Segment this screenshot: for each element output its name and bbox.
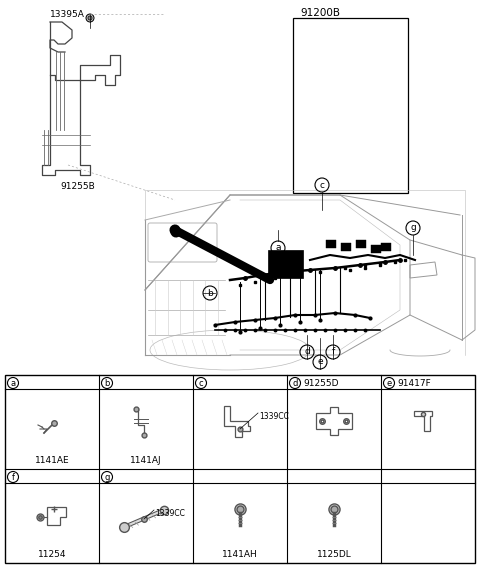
Text: 1339CC: 1339CC [259,412,289,421]
Bar [326,240,336,248]
Text: c: c [320,181,324,189]
Text: 1125DL: 1125DL [317,550,351,559]
Text: g: g [410,223,416,233]
Text: d: d [292,378,298,388]
Text: e: e [317,357,323,367]
Text: f: f [331,348,335,356]
Text: g: g [104,473,110,482]
Text: b: b [104,378,110,388]
Text: e: e [386,378,392,388]
Bar [341,243,351,251]
Text: b: b [207,288,213,298]
Text: d: d [304,348,310,356]
Bar [371,245,381,253]
Text: 91200B: 91200B [300,8,340,18]
Text: f: f [12,473,14,482]
Circle shape [88,16,92,20]
Text: 91255D: 91255D [303,378,338,388]
Bar [356,240,366,248]
Text: 13395A: 13395A [50,10,85,19]
Text: a: a [11,378,15,388]
Text: 91417F: 91417F [397,378,431,388]
Text: a: a [275,243,281,253]
Text: 1141AE: 1141AE [35,456,69,465]
Text: 1141AJ: 1141AJ [130,456,162,465]
Bar [5,375,475,563]
Text: 91255B: 91255B [60,182,95,191]
Circle shape [86,14,94,22]
Bar [268,250,303,278]
Text: c: c [199,378,204,388]
Bar [381,243,391,251]
Text: 1141AH: 1141AH [222,550,258,559]
Bar [293,18,408,193]
Text: 1339CC: 1339CC [155,509,185,518]
Text: 11254: 11254 [38,550,66,559]
